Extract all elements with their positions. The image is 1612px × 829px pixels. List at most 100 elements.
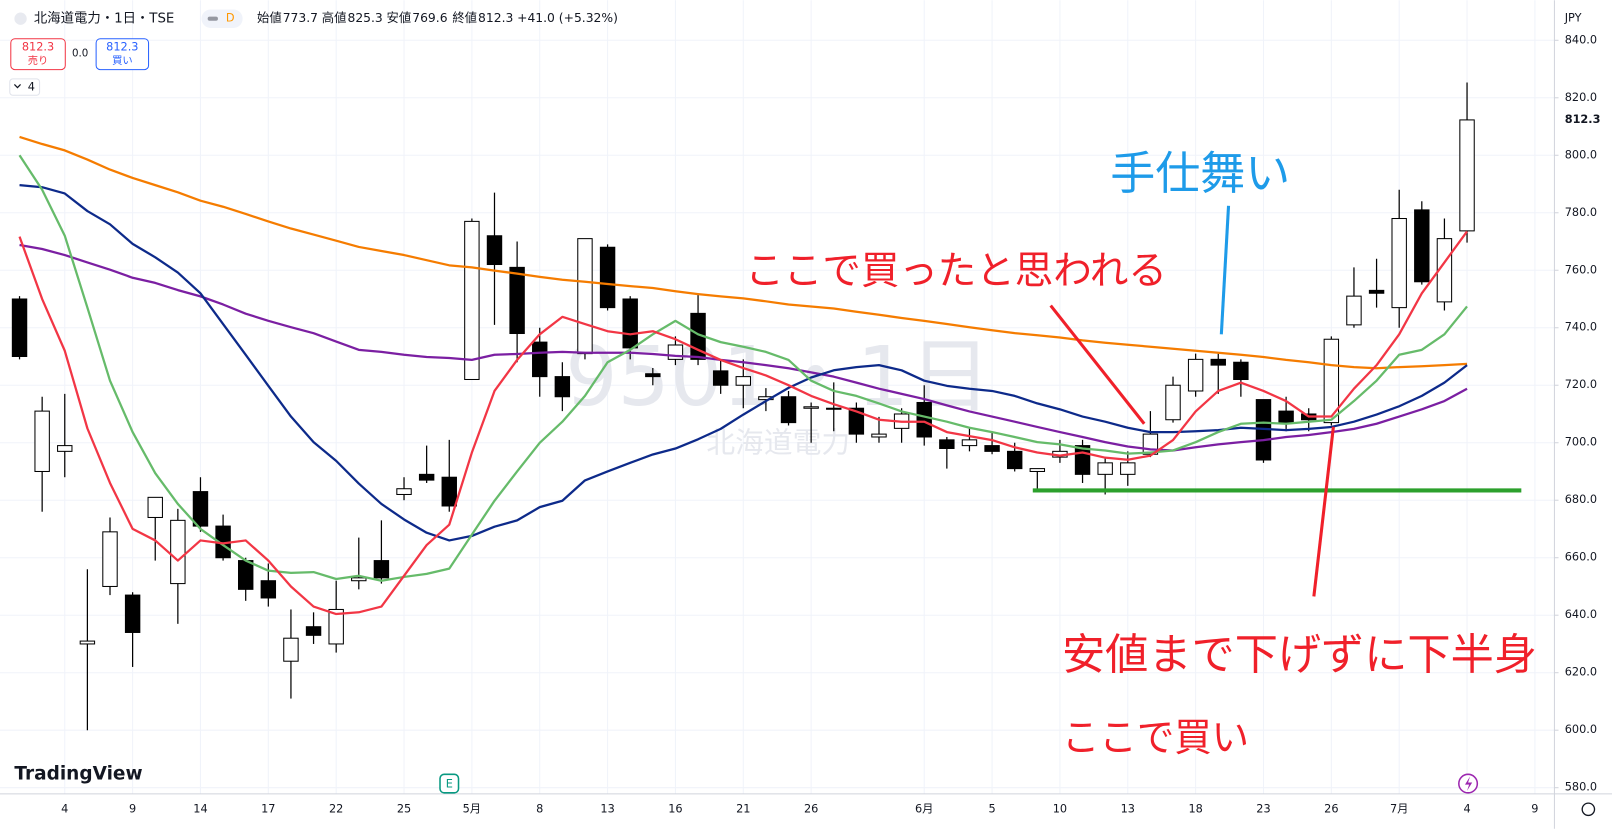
candle-body (396, 488, 412, 495)
indicator-count: 4 (28, 81, 35, 94)
candle-body (1346, 295, 1362, 326)
y-tick-label: 720.0 (1565, 378, 1597, 391)
candle-body (916, 401, 932, 438)
y-tick-label: 760.0 (1565, 263, 1597, 276)
x-tick-label: 22 (329, 802, 343, 815)
y-tick-label: 700.0 (1565, 436, 1597, 449)
earnings-icon[interactable] (439, 773, 460, 794)
candle-body (532, 341, 548, 378)
chevron (13, 84, 21, 89)
settings-icon[interactable] (1581, 802, 1596, 817)
x-tick-label: 4 (1463, 802, 1470, 815)
candle-body (803, 406, 819, 409)
candle-body (441, 476, 457, 507)
sell-price: 812.3 (22, 40, 54, 53)
candle-body (351, 577, 367, 582)
x-tick-label: 5 (988, 802, 995, 815)
x-tick-label: 18 (1188, 802, 1202, 815)
x-tick-label: 16 (668, 802, 682, 815)
candle-body (1006, 450, 1023, 470)
y-tick-label: 680.0 (1565, 493, 1597, 506)
candle-body (57, 445, 73, 452)
badge[interactable] (201, 9, 243, 28)
candle-body (328, 608, 344, 645)
candle-body (464, 220, 480, 381)
candle-body (577, 238, 593, 355)
y-tick-label: 640.0 (1565, 608, 1597, 621)
y-tick-label: 660.0 (1565, 551, 1597, 564)
legend-label: 高値 (322, 10, 347, 25)
buy-label: 買い (112, 55, 133, 67)
x-tick-label: 8 (536, 802, 543, 815)
annotation-line (1312, 426, 1335, 597)
ma-line (18, 230, 1468, 616)
y-tick-label: 620.0 (1565, 666, 1597, 679)
y-tick-label: 600.0 (1565, 723, 1597, 736)
buy-button[interactable] (95, 38, 150, 71)
x-tick-label: 13 (600, 802, 614, 815)
candle-body (871, 433, 887, 438)
x-tick-label: 9 (1531, 802, 1538, 815)
legend-label: 始値 (257, 10, 282, 25)
buy-price: 812.3 (106, 40, 138, 53)
candle-body (102, 531, 118, 587)
legend-change: +41.0 (+5.32%) (517, 11, 618, 25)
x-tick-label: 5月 (463, 802, 481, 815)
candle-body (509, 266, 525, 335)
spread: 0.0 (72, 48, 88, 60)
y-tick-label: 740.0 (1565, 321, 1597, 334)
candle-body (780, 396, 797, 424)
symbol: 北海道電力・1日・TSE (34, 11, 174, 27)
legend-label: 終値 (452, 10, 477, 25)
annotation-line (1219, 205, 1231, 335)
annotation-line (1049, 304, 1146, 425)
candle-body (79, 640, 96, 645)
ma-line (19, 135, 1468, 370)
y-tick-label: 800.0 (1565, 148, 1597, 161)
ma-line (19, 243, 1468, 452)
candle-body (645, 373, 661, 378)
indicator-toggle[interactable] (9, 78, 41, 96)
candle-body (848, 407, 865, 435)
candle-body (283, 637, 299, 662)
logo: TradingView (14, 763, 142, 784)
candle-body (1029, 468, 1046, 472)
candle-body (124, 594, 141, 633)
candle-body (237, 560, 254, 590)
plot (11, 82, 1522, 731)
candle-body (1414, 209, 1430, 283)
x-tick-label: 23 (1256, 802, 1270, 815)
interval-badge: D (226, 12, 235, 25)
candle-body (1278, 410, 1294, 424)
candle-body (1368, 289, 1385, 294)
candle-body (622, 298, 638, 349)
candle-body (984, 445, 1000, 452)
watermark-name: 北海道電力 (706, 425, 850, 459)
annotation: 安値まで下げずに下半身 (1062, 631, 1537, 681)
annotation: ここで買い (1062, 716, 1249, 761)
lightning (1464, 776, 1473, 791)
y-tick-label: 820.0 (1565, 91, 1597, 104)
x-tick-label: 17 (261, 802, 275, 815)
candle-body (1097, 462, 1113, 475)
candle-body (373, 560, 390, 579)
candle-body (11, 298, 28, 358)
legend-label: 安値 (387, 10, 412, 25)
candle-body (1120, 462, 1136, 475)
candle-body (599, 246, 616, 309)
x-tick-label: 26 (804, 802, 818, 815)
x-tick-label: 6月 (915, 802, 934, 815)
y-tick-label: 780.0 (1565, 206, 1597, 219)
candle-body (192, 491, 209, 527)
x-tick-label: 13 (1121, 802, 1135, 815)
x-tick-label: 21 (736, 802, 750, 815)
candle-body (712, 370, 729, 386)
candle-body (1233, 361, 1249, 381)
candle-body (170, 519, 186, 585)
candle-body (1459, 119, 1475, 232)
sell-button[interactable] (10, 38, 66, 71)
symbol-icon (14, 12, 27, 25)
ohlc-legend: 始値 773.7 高値 825.3 安値 769.6 終値 812.3 +41.… (257, 10, 618, 25)
candle-body (305, 626, 322, 636)
